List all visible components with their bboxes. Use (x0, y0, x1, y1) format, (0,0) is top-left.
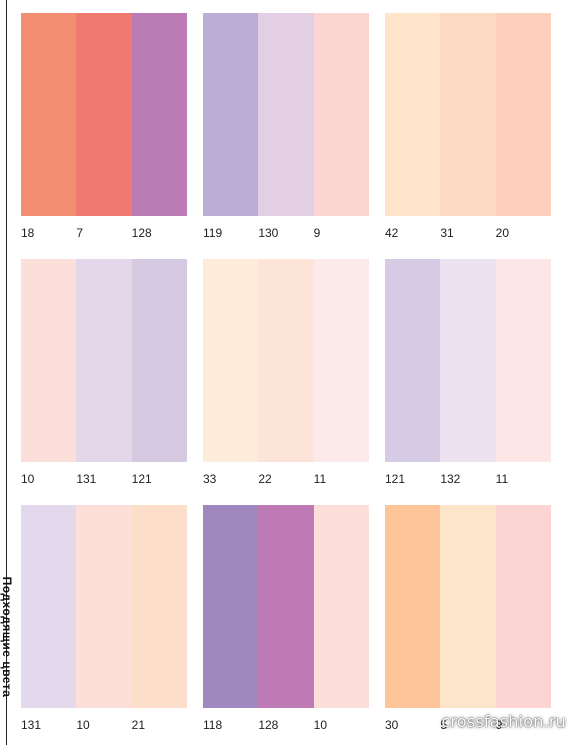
code-labels: 131 10 21 (21, 718, 187, 732)
color-swatch (21, 13, 77, 216)
color-swatch (258, 13, 314, 216)
code-labels: 30 5 9 (385, 718, 551, 732)
code-labels: 118 128 10 (203, 718, 369, 732)
color-swatch (203, 13, 259, 216)
color-swatch (385, 13, 441, 216)
color-code: 119 (203, 226, 223, 240)
color-code: 10 (313, 718, 328, 732)
color-swatch (76, 259, 132, 462)
color-swatch (313, 13, 369, 216)
color-swatch (21, 259, 77, 462)
color-swatch (131, 259, 187, 462)
swatch-strip (21, 259, 187, 462)
code-labels: 119 130 9 (203, 226, 369, 240)
color-swatch (385, 505, 441, 708)
color-swatch (313, 505, 369, 708)
color-swatch (21, 505, 77, 708)
color-code: 10 (21, 472, 35, 486)
palette-card: 30 5 9 (385, 505, 551, 751)
swatch-strip (385, 505, 551, 708)
color-code: 10 (76, 718, 90, 732)
color-code: 11 (495, 472, 509, 486)
color-code: 121 (131, 472, 152, 486)
color-swatch (203, 259, 259, 462)
color-code: 5 (440, 718, 448, 732)
swatch-strip (203, 505, 369, 708)
color-swatch (258, 259, 314, 462)
color-swatch (440, 13, 496, 216)
code-labels: 18 7 128 (21, 226, 187, 240)
palette-card: 33 22 11 (203, 259, 369, 505)
swatch-strip (203, 259, 369, 462)
color-code: 20 (495, 226, 510, 240)
color-swatch (76, 505, 132, 708)
palette-card: 121 132 11 (385, 259, 551, 505)
side-title: Подходящие цвета (0, 576, 14, 698)
color-swatch (440, 259, 496, 462)
code-labels: 42 31 20 (385, 226, 551, 240)
palette-card: 118 128 10 (203, 505, 369, 751)
swatch-strip (21, 13, 187, 216)
color-code: 42 (385, 226, 399, 240)
color-swatch (495, 505, 551, 708)
color-code: 130 (258, 226, 279, 240)
color-swatch (313, 259, 369, 462)
color-code: 30 (385, 718, 399, 732)
color-code: 131 (21, 718, 42, 732)
color-code: 21 (131, 718, 146, 732)
palette-card: 10 131 121 (21, 259, 187, 505)
color-swatch (203, 505, 259, 708)
color-swatch (131, 505, 187, 708)
color-swatch (495, 13, 551, 216)
color-swatch (385, 259, 441, 462)
color-code: 128 (131, 226, 152, 240)
color-swatch (440, 505, 496, 708)
color-code: 31 (440, 226, 454, 240)
swatch-strip (203, 13, 369, 216)
color-code: 132 (440, 472, 461, 486)
swatch-strip (385, 259, 551, 462)
color-code: 7 (76, 226, 84, 240)
color-code: 118 (203, 718, 223, 732)
color-swatch (76, 13, 132, 216)
palette-card: 42 31 20 (385, 13, 551, 259)
code-labels: 33 22 11 (203, 472, 369, 486)
palette-grid: 18 7 128 119 130 9 42 31 20 (21, 13, 551, 751)
color-code: 121 (385, 472, 406, 486)
palette-card: 119 130 9 (203, 13, 369, 259)
code-labels: 10 131 121 (21, 472, 187, 486)
color-code: 18 (21, 226, 35, 240)
color-code: 9 (313, 226, 321, 240)
color-swatch (258, 505, 314, 708)
color-code: 9 (495, 718, 503, 732)
swatch-strip (385, 13, 551, 216)
palette-card: 131 10 21 (21, 505, 187, 751)
color-code: 33 (203, 472, 217, 486)
palette-card: 18 7 128 (21, 13, 187, 259)
color-code: 11 (313, 472, 327, 486)
code-labels: 121 132 11 (385, 472, 551, 486)
watermark: crossfashion.ru (441, 712, 566, 731)
color-code: 128 (258, 718, 279, 732)
color-code: 131 (76, 472, 97, 486)
side-rule (6, 0, 7, 745)
color-swatch (495, 259, 551, 462)
swatch-strip (21, 505, 187, 708)
color-swatch (131, 13, 187, 216)
color-code: 22 (258, 472, 272, 486)
